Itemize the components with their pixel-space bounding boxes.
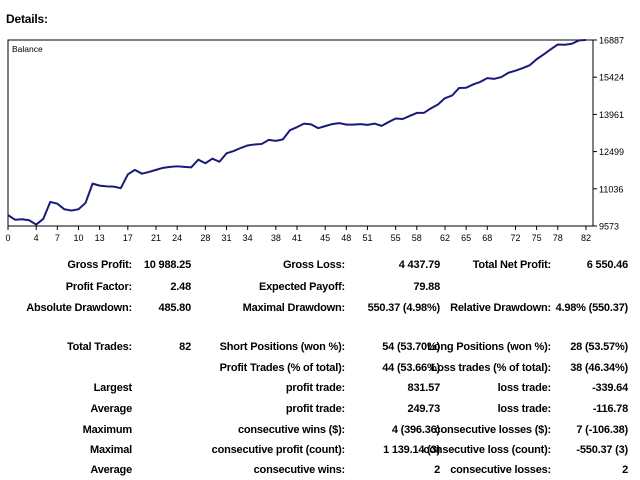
profit-trades-value: 44 (53.66%) bbox=[382, 362, 440, 374]
x-tick-label: 68 bbox=[482, 233, 492, 243]
x-tick-label: 75 bbox=[532, 233, 542, 243]
gross-profit-label: Gross Profit: bbox=[67, 259, 132, 271]
loss-trades-label: Loss trades (% of total): bbox=[430, 362, 551, 374]
profit-factor-label: Profit Factor: bbox=[65, 281, 132, 293]
maximum-label: Maximum bbox=[82, 424, 133, 436]
x-tick-label: 82 bbox=[581, 233, 591, 243]
loss-trades-value: 38 (46.34%) bbox=[570, 362, 628, 374]
x-tick-label: 72 bbox=[510, 233, 520, 243]
max-consecutive-losses-value: 7 (-106.38) bbox=[576, 424, 628, 436]
long-positions-value: 28 (53.57%) bbox=[570, 341, 628, 353]
x-tick-label: 0 bbox=[5, 233, 10, 243]
short-positions-label: Short Positions (won %): bbox=[219, 341, 346, 353]
gross-loss-label: Gross Loss: bbox=[283, 259, 345, 271]
max-consecutive-losses-label: consecutive losses ($): bbox=[434, 424, 552, 436]
x-tick-label: 21 bbox=[151, 233, 161, 243]
average-consecutive-losses-value: 2 bbox=[622, 464, 628, 476]
average-profit-label: profit trade: bbox=[285, 403, 345, 415]
largest-loss-value: -339.64 bbox=[592, 382, 628, 394]
relative-drawdown-value: 4.98% (550.37) bbox=[555, 302, 629, 314]
average-consecutive-losses-label: consecutive losses: bbox=[450, 464, 551, 476]
x-tick-label: 28 bbox=[200, 233, 210, 243]
x-tick-label: 10 bbox=[73, 233, 83, 243]
maximal-consecutive-loss-value: -550.37 (3) bbox=[576, 444, 628, 456]
absolute-drawdown-label: Absolute Drawdown: bbox=[26, 302, 132, 314]
x-tick-label: 34 bbox=[243, 233, 253, 243]
x-tick-label: 62 bbox=[440, 233, 450, 243]
net-profit-label: Total Net Profit: bbox=[472, 259, 551, 271]
largest-loss-label: loss trade: bbox=[497, 382, 552, 394]
y-tick-label: 11036 bbox=[599, 184, 623, 194]
y-tick-label: 15424 bbox=[599, 73, 624, 83]
chart-title: Balance bbox=[12, 44, 43, 54]
y-tick-label: 9573 bbox=[599, 222, 619, 232]
profit-trades-label: Profit Trades (% of total): bbox=[219, 362, 346, 374]
x-tick-label: 48 bbox=[341, 233, 351, 243]
maximal-drawdown-value: 550.37 (4.98%) bbox=[367, 302, 441, 314]
balance-series-line bbox=[7, 39, 587, 226]
maximal-drawdown-label: Maximal Drawdown: bbox=[242, 302, 346, 314]
max-consecutive-wins-value: 4 (396.36) bbox=[391, 424, 440, 436]
expected-payoff-value: 79.88 bbox=[413, 281, 440, 293]
average-profit-value: 249.73 bbox=[407, 403, 441, 415]
net-profit-value: 6 550.46 bbox=[586, 259, 628, 271]
y-tick-label: 16887 bbox=[599, 36, 624, 46]
expected-payoff-label: Expected Payoff: bbox=[258, 281, 345, 293]
maximal-label: Maximal bbox=[89, 444, 132, 456]
average-loss-value: -116.78 bbox=[592, 403, 629, 415]
x-tick-label: 78 bbox=[553, 233, 563, 243]
x-tick-label: 13 bbox=[95, 233, 105, 243]
total-trades-value: 82 bbox=[179, 341, 191, 353]
max-consecutive-wins-label: consecutive wins ($): bbox=[237, 424, 345, 436]
x-tick-label: 51 bbox=[362, 233, 372, 243]
average-consecutive-label: Average bbox=[90, 464, 132, 476]
x-tick-label: 41 bbox=[292, 233, 302, 243]
balance-chart: Balance 9573 11036 12499 13961 15424 16887 0 4 7 1… bbox=[0, 30, 640, 250]
largest-profit-label: profit trade: bbox=[285, 382, 345, 394]
x-tick-label: 4 bbox=[34, 233, 39, 243]
y-tick-label: 13961 bbox=[599, 110, 624, 120]
y-tick-label: 12499 bbox=[599, 147, 624, 157]
average-consecutive-wins-label: consecutive wins: bbox=[253, 464, 346, 476]
average-label: Average bbox=[90, 403, 132, 415]
x-tick-label: 65 bbox=[461, 233, 471, 243]
maximal-consecutive-loss-label: consecutive loss (count): bbox=[423, 444, 551, 456]
average-consecutive-wins-value: 2 bbox=[434, 464, 440, 476]
largest-profit-value: 831.57 bbox=[407, 382, 441, 394]
total-trades-label: Total Trades: bbox=[66, 341, 132, 353]
relative-drawdown-label: Relative Drawdown: bbox=[450, 302, 551, 314]
absolute-drawdown-value: 485.80 bbox=[158, 302, 192, 314]
short-positions-value: 54 (53.70%) bbox=[382, 341, 440, 353]
x-tick-label: 7 bbox=[55, 233, 60, 243]
details-title: Details: bbox=[6, 12, 48, 26]
maximal-consecutive-profit-label: consecutive profit (count): bbox=[211, 444, 346, 456]
x-tick-label: 58 bbox=[412, 233, 422, 243]
x-tick-label: 31 bbox=[221, 233, 231, 243]
x-tick-label: 17 bbox=[123, 233, 133, 243]
profit-factor-value: 2.48 bbox=[170, 281, 191, 293]
x-tick-label: 38 bbox=[271, 233, 281, 243]
long-positions-label: Long Positions (won %): bbox=[427, 341, 551, 353]
average-loss-label: loss trade: bbox=[497, 403, 552, 415]
maximal-consecutive-profit-value: 1 139.14 (3) bbox=[383, 444, 440, 456]
x-tick-label: 45 bbox=[320, 233, 330, 243]
plot-frame bbox=[7, 39, 594, 227]
gross-profit-value: 10 988.25 bbox=[143, 259, 191, 271]
gross-loss-value: 4 437.79 bbox=[398, 259, 440, 271]
x-tick-label: 55 bbox=[391, 233, 401, 243]
largest-label: Largest bbox=[93, 382, 133, 394]
x-tick-label: 24 bbox=[172, 233, 182, 243]
balance-chart-svg: Balance 9573 11036 12499 13961 15424 16887 0 4 7 1… bbox=[5, 36, 624, 244]
